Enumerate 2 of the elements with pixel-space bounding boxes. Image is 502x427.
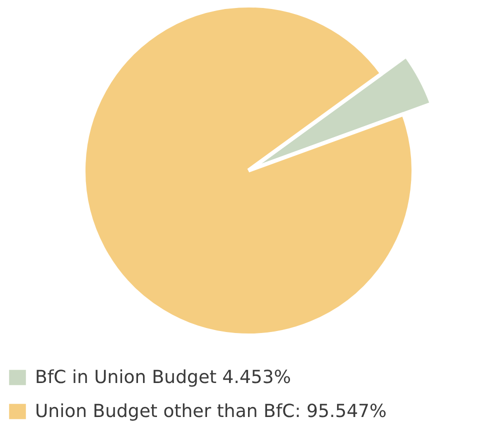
legend-label: Union Budget other than BfC: 95.547% <box>35 400 387 422</box>
legend-label: BfC in Union Budget 4.453% <box>35 366 291 388</box>
